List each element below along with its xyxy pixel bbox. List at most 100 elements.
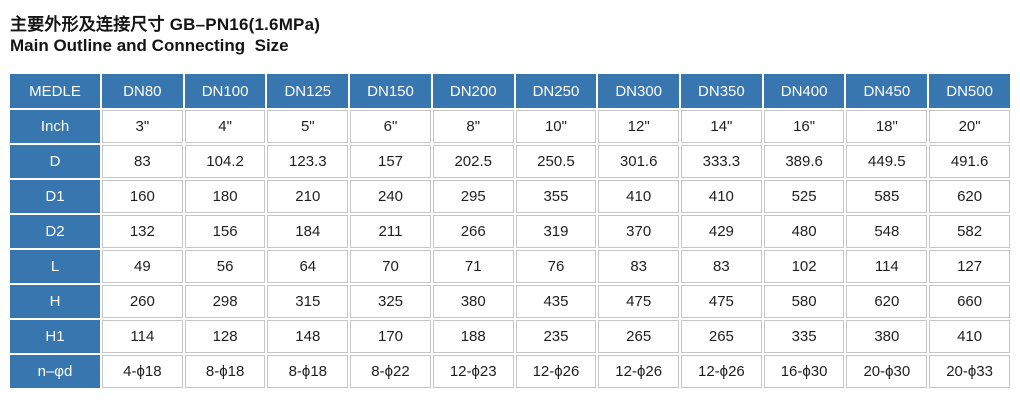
table-row: D2 132 156 184 211 266 319 370 429 480 548 582 bbox=[10, 215, 1010, 248]
cell-value: 333.3 bbox=[681, 145, 762, 178]
cell-value: 160 bbox=[102, 180, 183, 213]
column-header-dn350: DN350 bbox=[681, 74, 762, 108]
cell-value: 480 bbox=[763, 215, 845, 248]
column-header-dn80: DN80 bbox=[102, 74, 183, 108]
cell-value: 8" bbox=[432, 110, 514, 143]
cell-value: 127 bbox=[929, 250, 1010, 283]
cell-value: 660 bbox=[929, 285, 1010, 318]
column-header-dn200: DN200 bbox=[432, 74, 514, 108]
row-label: H1 bbox=[10, 320, 100, 353]
cell-value: 76 bbox=[515, 250, 597, 283]
table-row: Inch 3" 4" 5" 6" 8" 10" 12" 14" 16" 18" 20" bbox=[10, 110, 1010, 143]
column-header-dn450: DN450 bbox=[846, 74, 928, 108]
row-label: D bbox=[10, 145, 100, 178]
cell-value: 56 bbox=[184, 250, 266, 283]
section-title: 主要外形及连接尺寸 GB–PN16(1.6MPa) Main Outline a… bbox=[0, 0, 1020, 56]
row-label: D1 bbox=[10, 180, 100, 213]
cell-value: 114 bbox=[102, 320, 183, 353]
dimensions-table: MEDLE DN80 DN100 DN125 DN150 DN200 DN250 DN300 D… bbox=[8, 72, 1012, 390]
cell-value: 250.5 bbox=[515, 145, 597, 178]
cell-value: 12-ϕ26 bbox=[681, 355, 762, 388]
cell-value: 211 bbox=[350, 215, 431, 248]
cell-value: 235 bbox=[515, 320, 597, 353]
cell-value: 170 bbox=[350, 320, 431, 353]
row-label: Inch bbox=[10, 110, 100, 143]
column-header-dn125: DN125 bbox=[267, 74, 349, 108]
cell-value: 104.2 bbox=[184, 145, 266, 178]
cell-value: 548 bbox=[846, 215, 928, 248]
cell-value: 6" bbox=[350, 110, 431, 143]
column-header-dn250: DN250 bbox=[515, 74, 597, 108]
cell-value: 429 bbox=[681, 215, 762, 248]
cell-value: 83 bbox=[681, 250, 762, 283]
cell-value: 49 bbox=[102, 250, 183, 283]
cell-value: 20" bbox=[929, 110, 1010, 143]
title-chinese: 主要外形及连接尺寸 GB–PN16(1.6MPa) bbox=[10, 15, 321, 34]
cell-value: 83 bbox=[598, 250, 680, 283]
cell-value: 4-ϕ18 bbox=[102, 355, 183, 388]
cell-value: 389.6 bbox=[763, 145, 845, 178]
row-label: L bbox=[10, 250, 100, 283]
cell-value: 335 bbox=[763, 320, 845, 353]
cell-value: 16" bbox=[763, 110, 845, 143]
cell-value: 410 bbox=[598, 180, 680, 213]
cell-value: 240 bbox=[350, 180, 431, 213]
cell-value: 14" bbox=[681, 110, 762, 143]
cell-value: 71 bbox=[432, 250, 514, 283]
cell-value: 265 bbox=[598, 320, 680, 353]
table-corner-medle: MEDLE bbox=[10, 74, 100, 108]
cell-value: 10" bbox=[515, 110, 597, 143]
cell-value: 475 bbox=[598, 285, 680, 318]
cell-value: 64 bbox=[267, 250, 349, 283]
cell-value: 102 bbox=[763, 250, 845, 283]
cell-value: 266 bbox=[432, 215, 514, 248]
cell-value: 582 bbox=[929, 215, 1010, 248]
cell-value: 4" bbox=[184, 110, 266, 143]
cell-value: 295 bbox=[432, 180, 514, 213]
column-header-dn500: DN500 bbox=[929, 74, 1010, 108]
table-row: L 49 56 64 70 71 76 83 83 102 114 127 bbox=[10, 250, 1010, 283]
cell-value: 319 bbox=[515, 215, 597, 248]
table-header: MEDLE DN80 DN100 DN125 DN150 DN200 DN250 DN300 D… bbox=[10, 74, 1010, 108]
cell-value: 8-ϕ18 bbox=[267, 355, 349, 388]
cell-value: 18" bbox=[846, 110, 928, 143]
table-row: D 83 104.2 123.3 157 202.5 250.5 301.6 333.3 389.… bbox=[10, 145, 1010, 178]
cell-value: 301.6 bbox=[598, 145, 680, 178]
cell-value: 156 bbox=[184, 215, 266, 248]
table-row: n–φd 4-ϕ18 8-ϕ18 8-ϕ18 8-ϕ22 12-ϕ23 12-ϕ26 12-ϕ… bbox=[10, 355, 1010, 388]
cell-value: 188 bbox=[432, 320, 514, 353]
row-label: D2 bbox=[10, 215, 100, 248]
cell-value: 355 bbox=[515, 180, 597, 213]
cell-value: 315 bbox=[267, 285, 349, 318]
cell-value: 16-ϕ30 bbox=[763, 355, 845, 388]
cell-value: 5" bbox=[267, 110, 349, 143]
table-body: Inch 3" 4" 5" 6" 8" 10" 12" 14" 16" 18" 20" D 83 104.2… bbox=[10, 110, 1010, 388]
table-row: H1 114 128 148 170 188 235 265 265 335 380 410 bbox=[10, 320, 1010, 353]
cell-value: 128 bbox=[184, 320, 266, 353]
row-label: n–φd bbox=[10, 355, 100, 388]
cell-value: 580 bbox=[763, 285, 845, 318]
table-row: D1 160 180 210 240 295 355 410 410 525 585 620 bbox=[10, 180, 1010, 213]
cell-value: 184 bbox=[267, 215, 349, 248]
cell-value: 148 bbox=[267, 320, 349, 353]
cell-value: 370 bbox=[598, 215, 680, 248]
cell-value: 325 bbox=[350, 285, 431, 318]
cell-value: 20-ϕ30 bbox=[846, 355, 928, 388]
cell-value: 12-ϕ23 bbox=[432, 355, 514, 388]
cell-value: 410 bbox=[681, 180, 762, 213]
cell-value: 114 bbox=[846, 250, 928, 283]
cell-value: 410 bbox=[929, 320, 1010, 353]
cell-value: 123.3 bbox=[267, 145, 349, 178]
title-english: Main Outline and Connecting Size bbox=[10, 36, 289, 55]
row-label: H bbox=[10, 285, 100, 318]
cell-value: 435 bbox=[515, 285, 597, 318]
cell-value: 620 bbox=[929, 180, 1010, 213]
cell-value: 298 bbox=[184, 285, 266, 318]
cell-value: 620 bbox=[846, 285, 928, 318]
cell-value: 70 bbox=[350, 250, 431, 283]
cell-value: 475 bbox=[681, 285, 762, 318]
column-header-dn300: DN300 bbox=[598, 74, 680, 108]
cell-value: 210 bbox=[267, 180, 349, 213]
cell-value: 265 bbox=[681, 320, 762, 353]
